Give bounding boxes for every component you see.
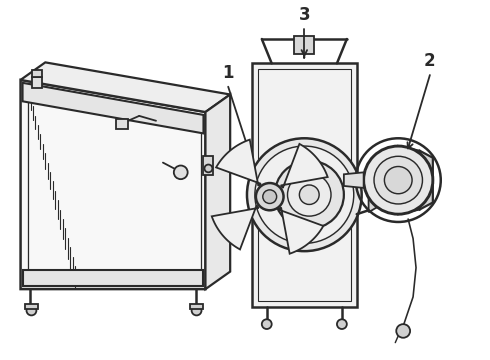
Circle shape (337, 319, 347, 329)
Text: 1: 1 (222, 64, 234, 82)
Circle shape (192, 306, 201, 315)
Polygon shape (252, 63, 357, 307)
Circle shape (256, 183, 284, 210)
Polygon shape (398, 146, 420, 214)
Circle shape (263, 190, 277, 203)
Polygon shape (368, 177, 378, 212)
Circle shape (174, 166, 188, 179)
Circle shape (364, 146, 433, 214)
Polygon shape (294, 36, 314, 54)
Polygon shape (205, 94, 230, 289)
Circle shape (299, 185, 319, 204)
Circle shape (204, 165, 212, 172)
Circle shape (247, 138, 362, 251)
Polygon shape (23, 270, 203, 286)
Circle shape (255, 146, 354, 243)
Circle shape (288, 173, 331, 216)
Text: 2: 2 (424, 52, 436, 70)
Polygon shape (203, 156, 213, 175)
Bar (117, 119, 128, 129)
Circle shape (384, 167, 412, 194)
Polygon shape (32, 77, 42, 88)
Bar (190, 304, 203, 309)
Polygon shape (278, 207, 323, 254)
Bar (32, 70, 42, 77)
Polygon shape (21, 80, 205, 289)
Circle shape (262, 319, 271, 329)
Polygon shape (21, 62, 230, 112)
Polygon shape (281, 144, 328, 188)
Polygon shape (420, 151, 433, 209)
Polygon shape (212, 205, 259, 249)
Bar (24, 304, 38, 309)
Polygon shape (216, 140, 261, 186)
Polygon shape (23, 83, 203, 134)
Circle shape (26, 306, 36, 315)
Circle shape (374, 156, 422, 204)
Circle shape (275, 161, 344, 229)
Circle shape (396, 324, 410, 338)
Polygon shape (344, 172, 364, 188)
Text: 3: 3 (298, 6, 310, 24)
